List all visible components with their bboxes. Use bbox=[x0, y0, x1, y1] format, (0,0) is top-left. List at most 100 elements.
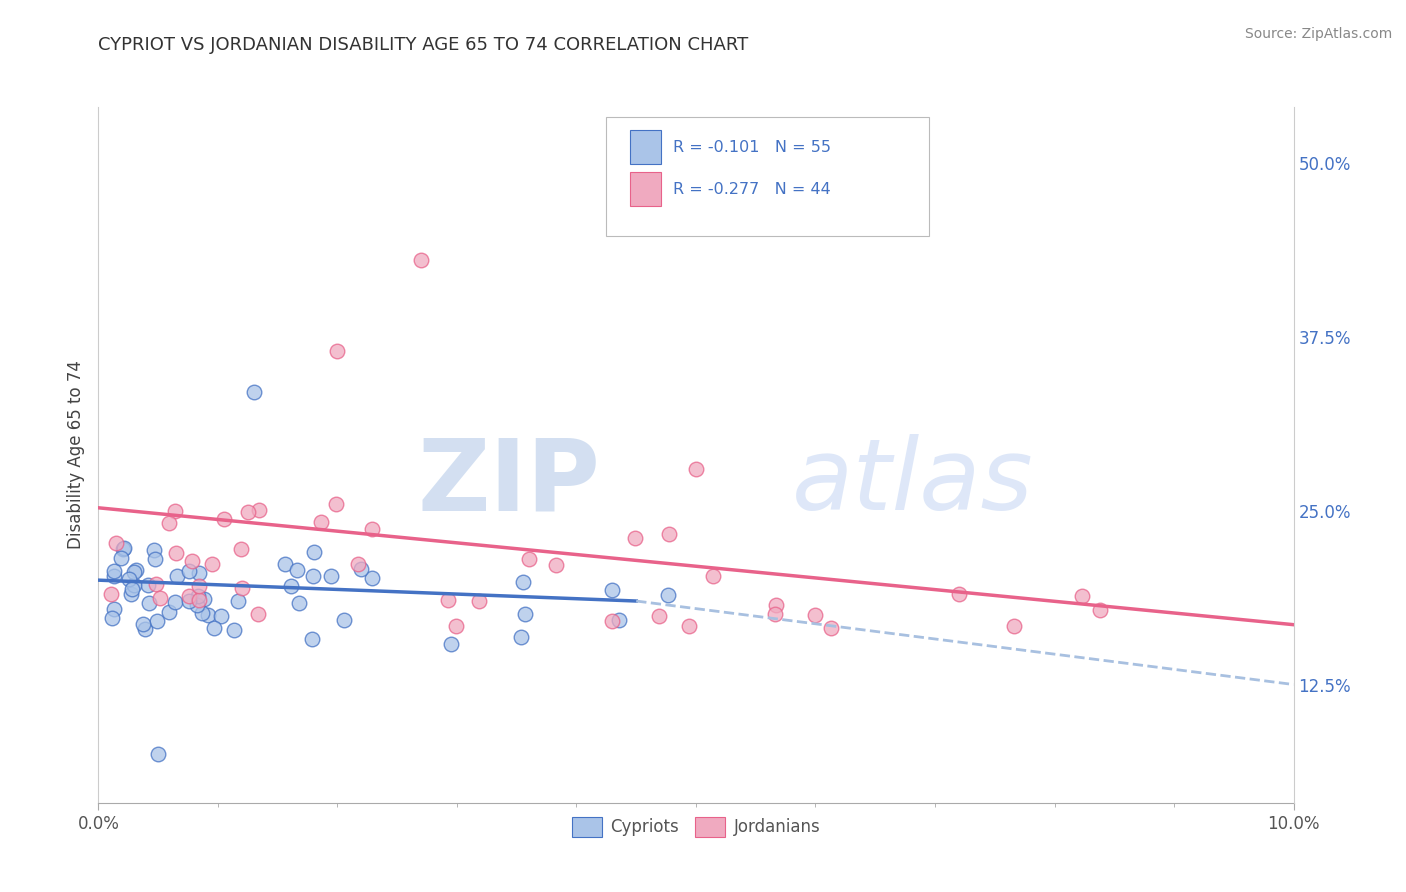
Point bbox=[326, 343, 349, 358]
Point bbox=[280, 579, 302, 593]
Point bbox=[143, 551, 166, 566]
Point bbox=[1002, 619, 1025, 633]
Point bbox=[238, 505, 260, 519]
Point bbox=[120, 587, 142, 601]
Text: ZIP: ZIP bbox=[418, 434, 600, 532]
Point bbox=[247, 607, 270, 621]
Point bbox=[648, 609, 671, 624]
Point bbox=[302, 545, 325, 559]
Point bbox=[187, 589, 209, 603]
FancyBboxPatch shape bbox=[606, 118, 929, 235]
Point bbox=[149, 591, 172, 606]
Point bbox=[100, 611, 122, 625]
Point bbox=[309, 516, 332, 530]
Point bbox=[804, 607, 827, 622]
Point bbox=[657, 588, 679, 602]
Point bbox=[436, 593, 458, 607]
Point bbox=[103, 602, 125, 616]
Point bbox=[243, 385, 266, 400]
Point bbox=[179, 564, 201, 578]
Point bbox=[117, 573, 139, 587]
Point bbox=[197, 607, 219, 622]
Point bbox=[177, 589, 200, 603]
Point bbox=[202, 621, 225, 635]
Point bbox=[607, 613, 630, 627]
Point bbox=[360, 522, 382, 536]
Point bbox=[685, 462, 707, 476]
Point bbox=[301, 632, 323, 647]
Text: atlas: atlas bbox=[792, 434, 1033, 532]
Y-axis label: Disability Age 65 to 74: Disability Age 65 to 74 bbox=[66, 360, 84, 549]
Point bbox=[166, 568, 188, 582]
Point bbox=[105, 535, 128, 549]
FancyBboxPatch shape bbox=[630, 130, 661, 164]
Point bbox=[231, 581, 253, 595]
Point bbox=[509, 631, 531, 645]
Point bbox=[247, 503, 270, 517]
Point bbox=[148, 747, 170, 761]
Point bbox=[177, 594, 200, 608]
Text: CYPRIOT VS JORDANIAN DISABILITY AGE 65 TO 74 CORRELATION CHART: CYPRIOT VS JORDANIAN DISABILITY AGE 65 T… bbox=[98, 36, 748, 54]
Point bbox=[624, 531, 647, 545]
Point bbox=[765, 598, 787, 612]
Point bbox=[517, 551, 540, 566]
Point bbox=[546, 558, 568, 573]
Point bbox=[319, 569, 342, 583]
Point bbox=[361, 571, 384, 585]
Point bbox=[165, 595, 187, 609]
Point bbox=[440, 637, 463, 651]
Point bbox=[157, 516, 180, 531]
Point bbox=[513, 607, 536, 621]
Point bbox=[191, 607, 214, 621]
Point bbox=[188, 566, 211, 580]
Point bbox=[288, 596, 311, 610]
Point bbox=[702, 569, 724, 583]
Point bbox=[124, 578, 146, 592]
Text: Source: ZipAtlas.com: Source: ZipAtlas.com bbox=[1244, 27, 1392, 41]
Point bbox=[302, 569, 325, 583]
Point bbox=[411, 253, 433, 268]
Point bbox=[125, 563, 148, 577]
Point bbox=[209, 608, 232, 623]
Point bbox=[229, 542, 252, 557]
Point bbox=[181, 554, 204, 568]
Point bbox=[122, 565, 145, 579]
Point bbox=[134, 622, 156, 636]
Point bbox=[187, 593, 209, 607]
Point bbox=[1071, 589, 1094, 603]
Point bbox=[103, 569, 125, 583]
Point bbox=[274, 558, 297, 572]
Point bbox=[136, 578, 159, 592]
Point bbox=[212, 511, 235, 525]
Point bbox=[226, 594, 249, 608]
FancyBboxPatch shape bbox=[630, 172, 661, 206]
Point bbox=[444, 618, 467, 632]
Point bbox=[350, 562, 373, 576]
Point bbox=[347, 557, 370, 571]
Point bbox=[763, 607, 786, 621]
Text: R = -0.101   N = 55: R = -0.101 N = 55 bbox=[673, 140, 831, 155]
Point bbox=[600, 615, 623, 629]
Point bbox=[600, 582, 623, 597]
Point bbox=[325, 498, 347, 512]
Point bbox=[512, 574, 534, 589]
Point bbox=[142, 543, 165, 558]
Point bbox=[103, 564, 125, 578]
Point bbox=[145, 577, 167, 591]
Point bbox=[678, 619, 700, 633]
Point bbox=[188, 579, 211, 593]
Point bbox=[163, 504, 186, 518]
Point bbox=[146, 614, 169, 628]
Point bbox=[1088, 603, 1111, 617]
Point bbox=[201, 557, 224, 571]
Point bbox=[157, 605, 180, 619]
Point bbox=[468, 593, 491, 607]
Point bbox=[165, 547, 187, 561]
Legend: Cypriots, Jordanians: Cypriots, Jordanians bbox=[565, 811, 827, 843]
Point bbox=[121, 582, 143, 597]
Point bbox=[193, 591, 215, 606]
Point bbox=[285, 563, 308, 577]
Point bbox=[186, 599, 208, 613]
Point bbox=[112, 542, 135, 557]
Point bbox=[948, 587, 970, 601]
